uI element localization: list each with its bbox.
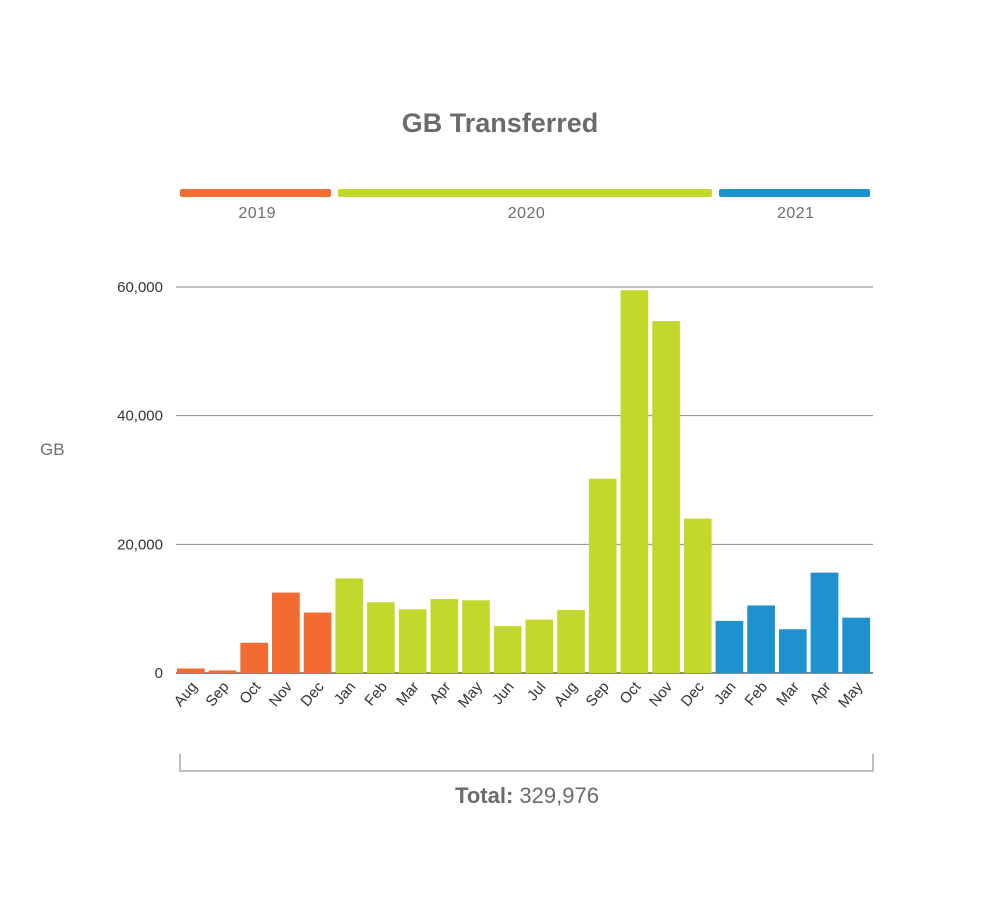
x-tick-label: Oct — [236, 678, 265, 707]
year-label: 2019 — [238, 205, 276, 222]
bar — [272, 592, 300, 673]
bar — [747, 605, 775, 673]
bar — [462, 600, 490, 673]
x-tick-label: May — [455, 678, 487, 711]
y-axis-label: GB — [40, 440, 65, 459]
total-label: Total: — [455, 783, 514, 808]
x-tick-label: Aug — [171, 679, 201, 710]
x-tick-label: Mar — [773, 679, 803, 710]
bar — [810, 572, 839, 673]
x-tick-label: Nov — [266, 678, 296, 710]
bar — [778, 629, 807, 673]
year-label: 2021 — [776, 205, 815, 222]
bar — [303, 612, 332, 673]
bar — [335, 578, 364, 673]
x-tick-label: Jan — [331, 679, 360, 708]
total-value: 329,976 — [519, 783, 599, 808]
x-tick-label: Feb — [742, 679, 772, 710]
bar — [683, 518, 712, 673]
bar — [620, 290, 649, 673]
bar — [715, 620, 744, 673]
y-tick-label: 60,000 — [117, 279, 163, 296]
x-tick-label: Jan — [711, 679, 740, 708]
x-tick-label: Dec — [678, 678, 708, 710]
x-tick-label: Aug — [551, 679, 581, 710]
y-tick-label: 40,000 — [117, 408, 163, 425]
y-tick-label: 20,000 — [117, 536, 163, 553]
bar — [652, 321, 680, 673]
x-tick-label: Jun — [489, 679, 518, 708]
x-tick-label: Sep — [583, 679, 613, 710]
bar — [525, 619, 554, 673]
x-tick-label: Sep — [202, 679, 232, 710]
bar — [842, 617, 870, 673]
x-tick-label: Dec — [297, 678, 327, 710]
chart-title: GB Transferred — [401, 108, 599, 138]
bar — [557, 609, 585, 673]
year-bar — [180, 189, 332, 197]
x-tick-label: Apr — [807, 679, 835, 708]
bar — [367, 602, 395, 673]
bar — [430, 599, 459, 673]
total-bracket — [179, 754, 874, 772]
x-tick-label: Jul — [524, 679, 549, 705]
x-tick-label: Nov — [646, 678, 676, 710]
bar — [177, 668, 205, 673]
bar — [588, 478, 617, 673]
x-tick-label: Mar — [393, 679, 423, 710]
x-tick-label: Oct — [616, 678, 645, 707]
bar — [240, 642, 269, 673]
total-summary: Total: 329,976 — [0, 783, 1000, 809]
bar — [493, 626, 522, 673]
x-tick-label: May — [835, 678, 867, 711]
year-label: 2020 — [507, 205, 546, 222]
y-tick-label: 0 — [155, 665, 163, 682]
bar — [398, 609, 427, 673]
x-tick-label: Feb — [361, 679, 391, 710]
bar — [208, 670, 237, 673]
x-tick-label: Apr — [426, 679, 454, 708]
year-bar — [338, 189, 712, 197]
year-bar — [718, 189, 870, 197]
